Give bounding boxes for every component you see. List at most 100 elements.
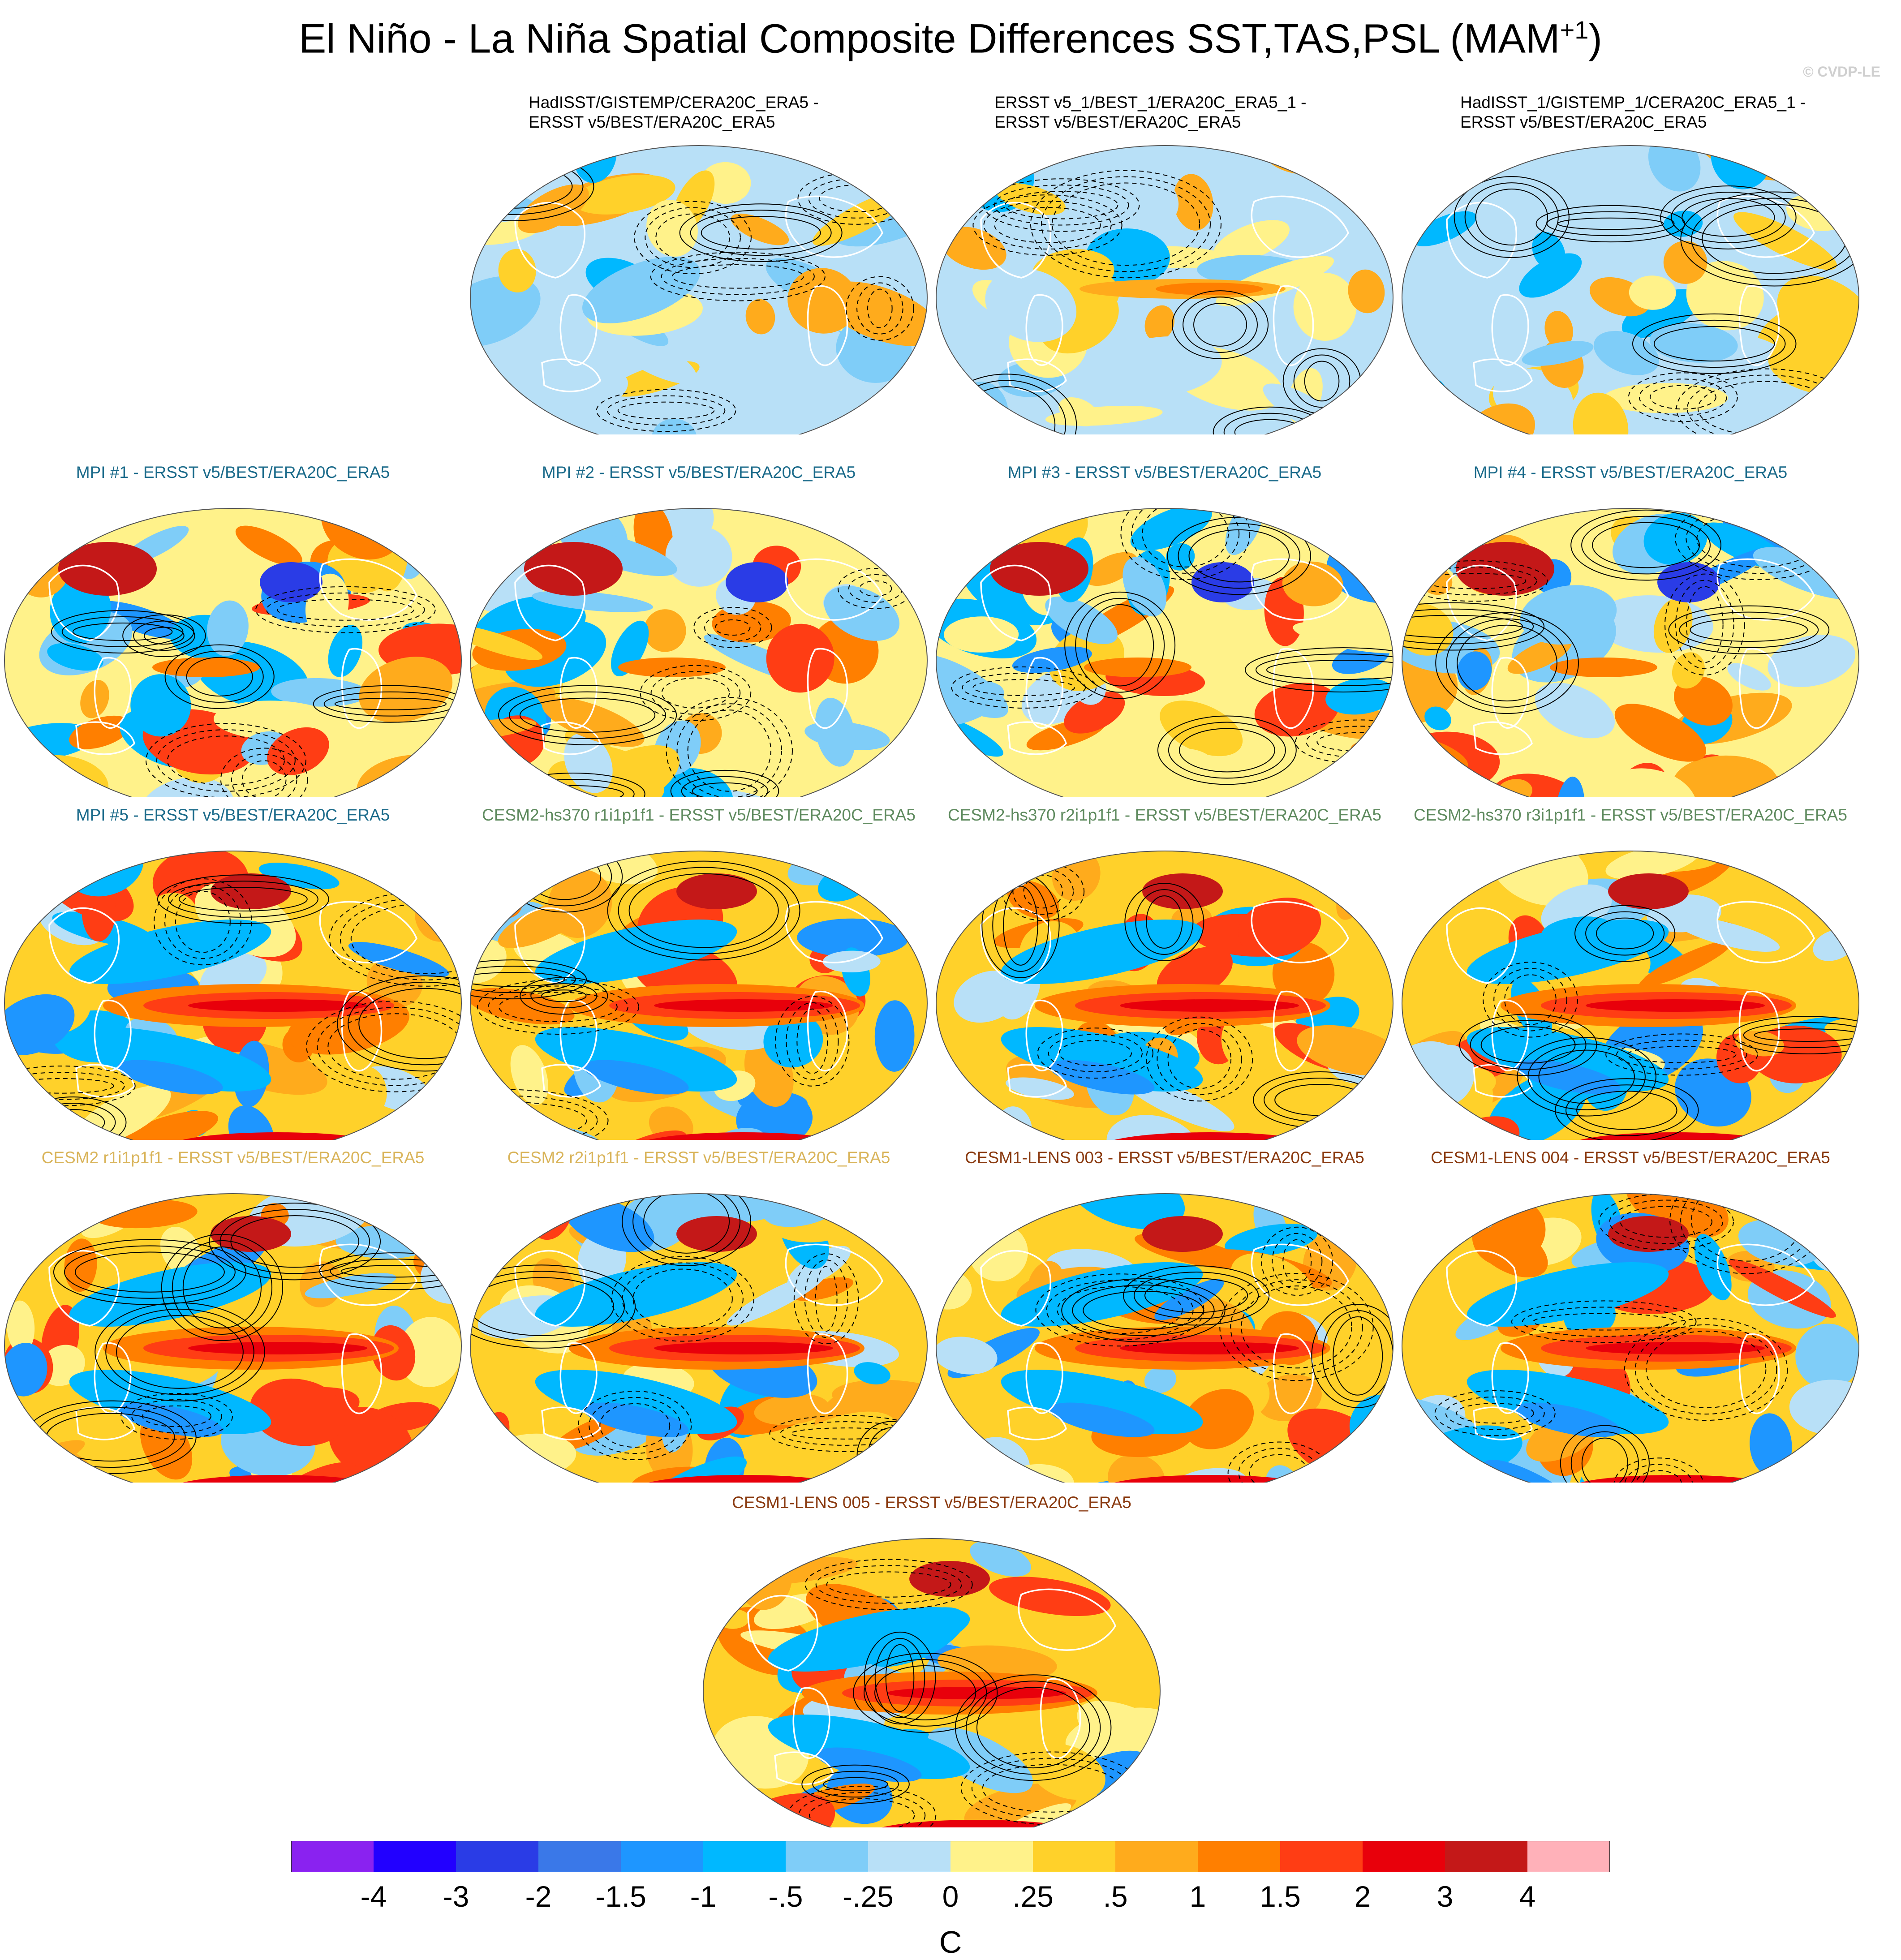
anomaly-patch (782, 1411, 897, 1474)
coastline (1473, 358, 1533, 392)
psl-contour (693, 606, 772, 649)
psl-contour (618, 867, 790, 954)
psl-contour (519, 697, 656, 733)
anomaly-patch (305, 1273, 396, 1298)
map-panel-obs3: HadISST_1/GISTEMP_1/CERA20C_ERA5_1 - ERSS… (1398, 85, 1863, 434)
anomaly-patch (1826, 1194, 1857, 1223)
psl-contour (1560, 1425, 1650, 1483)
psl-contour (1266, 660, 1393, 680)
psl-contour (1649, 385, 1716, 410)
anomaly-patch (1777, 275, 1859, 354)
map-border (1402, 508, 1859, 797)
coastline (1446, 564, 1517, 641)
anomaly-patch (1694, 1234, 1732, 1301)
equatorial-anomaly (654, 999, 833, 1012)
map-border (936, 145, 1393, 434)
psl-contour (994, 207, 1101, 243)
coastline (1273, 1333, 1314, 1414)
anomaly-patch (470, 988, 575, 1025)
anomaly-patch (1133, 1823, 1160, 1827)
cool-horseshoe (583, 1060, 689, 1095)
cool-horseshoe (1467, 1370, 1669, 1434)
polar-anomaly (1657, 562, 1720, 602)
colorbar-tick-label: 3 (1437, 1880, 1454, 1913)
coastline (1446, 907, 1517, 984)
psl-contour (1435, 612, 1579, 714)
psl-contour (1434, 1390, 1556, 1436)
coastline (1273, 648, 1314, 729)
anomaly-patch (936, 681, 1004, 727)
colorbar-segment (950, 1841, 1033, 1872)
panel-label-line: ERSST v5/BEST/ERA20C_ERA5 (994, 113, 1241, 131)
psl-contour (775, 996, 850, 1087)
psl-contour (1003, 885, 1038, 966)
colorbar-tick-label: 1.5 (1260, 1880, 1301, 1913)
coastline (94, 657, 132, 729)
colorbar-segment (1445, 1841, 1528, 1872)
anomaly-patch (1663, 241, 1707, 284)
anomaly-patch (1293, 426, 1320, 434)
psl-contour (681, 776, 769, 797)
map-field (470, 851, 927, 1140)
psl-contour (687, 709, 771, 792)
map-border (703, 1538, 1161, 1827)
psl-contour (1660, 185, 1797, 249)
polar-anomaly (990, 542, 1088, 596)
equatorial-anomaly (1586, 999, 1765, 1012)
psl-contour (962, 673, 1086, 702)
coastline (807, 285, 848, 366)
anomaly-patch (69, 715, 131, 749)
colorbar-segment (1363, 1841, 1445, 1872)
psl-contour (1167, 516, 1312, 595)
anomaly-patch (792, 1277, 854, 1301)
psl-contour (1193, 303, 1247, 347)
anomaly-patch (542, 697, 645, 747)
anomaly-patch (941, 1450, 992, 1483)
coastline (341, 990, 383, 1072)
anomaly-patch (1293, 272, 1357, 341)
anomaly-patch (1673, 676, 1733, 726)
psl-contour (74, 1251, 225, 1293)
anomaly-patch (582, 257, 701, 323)
psl-contour (606, 395, 726, 426)
psl-contour (815, 1266, 838, 1332)
cool-horseshoe (535, 1262, 737, 1327)
psl-contour (796, 1008, 828, 1074)
map-svg (470, 851, 928, 1140)
psl-contour (804, 1259, 848, 1338)
coastline (1738, 648, 1780, 729)
psl-contour (164, 644, 275, 709)
psl-contour (690, 210, 832, 256)
psl-contour (61, 616, 184, 648)
anomaly-patch (1325, 678, 1393, 715)
psl-contour (951, 666, 1097, 709)
map-border (1402, 145, 1859, 434)
psl-contour (1581, 1437, 1628, 1483)
psl-contour (650, 251, 826, 301)
colorbar-tick-label: -1 (690, 1880, 717, 1913)
panel-label: MPI #3 - ERSST v5/BEST/ERA20C_ERA5 (1007, 463, 1322, 481)
psl-contour (632, 1268, 733, 1329)
anomaly-patch (797, 918, 909, 958)
anomaly-patch (1006, 1077, 1074, 1100)
psl-contour (701, 216, 821, 250)
anomaly-patch (507, 1479, 572, 1483)
psl-contour (856, 282, 903, 335)
psl-contour (131, 1399, 222, 1434)
psl-contour (1272, 1233, 1323, 1290)
anomaly-patch (470, 1212, 538, 1242)
coastline (1007, 1064, 1067, 1098)
anomaly-patch (985, 268, 1077, 342)
psl-contour (1643, 319, 1786, 368)
panel-label: CESM1-LENS 004 - ERSST v5/BEST/ERA20C_ER… (1431, 1148, 1830, 1167)
anomaly-patch (1733, 212, 1837, 270)
psl-contour (1470, 1020, 1587, 1070)
psl-contour (1316, 732, 1393, 752)
anomaly-patch (1768, 635, 1855, 687)
psl-contour (1596, 917, 1654, 950)
coastline (1018, 1588, 1116, 1651)
psl-contour (1311, 1304, 1393, 1408)
psl-contour (541, 989, 587, 1002)
psl-contour (1613, 1457, 1704, 1483)
psl-contour (1219, 1273, 1374, 1381)
